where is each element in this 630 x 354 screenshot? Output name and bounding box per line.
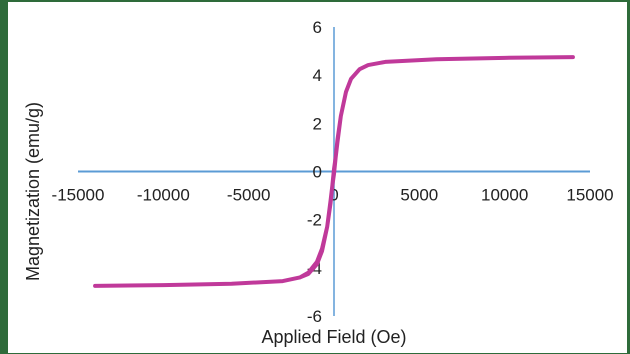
hysteresis-loop-line — [93, 55, 575, 288]
y-tick-label: 0 — [313, 163, 322, 182]
x-tick-labels: -15000 -10000 -5000 0 5000 10000 15000 — [52, 186, 614, 205]
y-axis-title: Magnetization (emu/g) — [23, 102, 43, 281]
x-tick-label: 5000 — [400, 186, 438, 205]
y-tick-label: 4 — [313, 66, 322, 85]
x-tick-label: -15000 — [52, 186, 105, 205]
x-axis-title: Applied Field (Oe) — [261, 327, 406, 347]
y-tick-label: 2 — [313, 114, 322, 133]
x-tick-label: 15000 — [566, 186, 613, 205]
series-layer — [93, 55, 575, 288]
y-tick-label: -2 — [307, 211, 322, 230]
x-tick-label: 0 — [329, 186, 338, 205]
y-tick-label: 6 — [313, 18, 322, 37]
y-tick-label: -6 — [307, 307, 322, 326]
x-tick-label: -10000 — [137, 186, 190, 205]
x-tick-label: 10000 — [481, 186, 528, 205]
x-tick-label: -5000 — [227, 186, 270, 205]
